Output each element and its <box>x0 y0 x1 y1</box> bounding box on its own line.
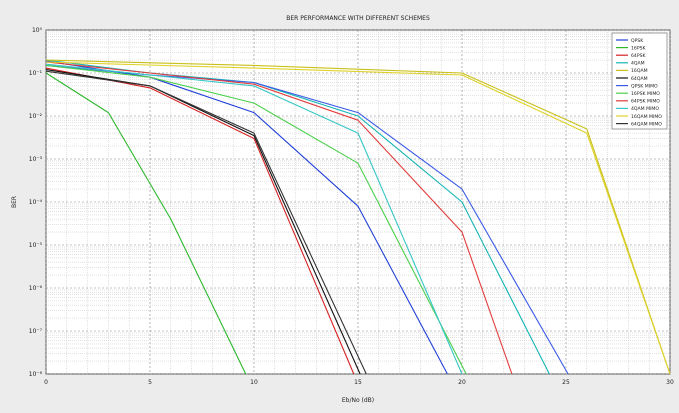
legend-label: 64PSK <box>631 53 647 59</box>
y-tick-label: 10⁻⁸ <box>29 371 43 378</box>
y-tick-label: 10⁻¹ <box>29 70 43 77</box>
legend-label: 16PSK MIMO <box>631 91 660 97</box>
y-tick-label: 10⁰ <box>32 27 43 34</box>
x-axis-label: Eb/No (dB) <box>342 397 374 404</box>
axis-ticks: 0 5 10 15 20 25 30 10⁰ 10⁻¹ 10⁻² 10⁻³ 10⁻⁴ 10⁻⁵ 10⁻⁶ 1… <box>29 27 674 386</box>
x-tick-label: 5 <box>148 379 152 386</box>
series-line <box>45 72 247 375</box>
series-line <box>45 69 361 375</box>
y-tick-label: 10⁻⁵ <box>29 242 43 249</box>
legend-label: 64QAM <box>631 76 648 82</box>
x-tick-label: 25 <box>562 379 570 386</box>
y-tick-label: 10⁻⁴ <box>29 199 43 206</box>
legend-label: 4QAM MIMO <box>631 106 659 112</box>
legend-label: 16QAM <box>631 68 648 74</box>
legend-label: QPSK MIMO <box>631 83 658 89</box>
legend-label: 4QAM <box>631 61 645 67</box>
x-tick-label: 30 <box>666 379 674 386</box>
legend-label: 16PSK <box>631 45 647 51</box>
x-tick-label: 0 <box>44 379 48 386</box>
series-line <box>45 70 367 375</box>
y-tick-label: 10⁻² <box>29 113 43 120</box>
x-tick-label: 15 <box>354 379 362 386</box>
x-tick-label: 10 <box>250 379 258 386</box>
legend-label: QPSK <box>631 38 644 44</box>
series-line <box>45 59 671 375</box>
series-line <box>45 64 467 375</box>
legend-label: 16QAM MIMO <box>631 114 662 120</box>
legend-label: 64PSK MIMO <box>631 99 660 105</box>
chart-title: BER PERFORMANCE WITH DIFFERENT SCHEMES <box>286 15 430 22</box>
y-tick-label: 10⁻⁷ <box>29 328 43 335</box>
y-axis-label: BER <box>11 196 18 208</box>
y-tick-label: 10⁻⁶ <box>29 285 43 292</box>
x-tick-label: 20 <box>458 379 466 386</box>
series-lines <box>45 59 671 375</box>
series-line <box>45 61 671 375</box>
series-line <box>45 61 513 375</box>
legend-box <box>611 32 668 130</box>
y-tick-label: 10⁻³ <box>29 156 43 163</box>
legend-label: 64QAM MIMO <box>631 121 662 127</box>
series-line <box>45 63 463 375</box>
